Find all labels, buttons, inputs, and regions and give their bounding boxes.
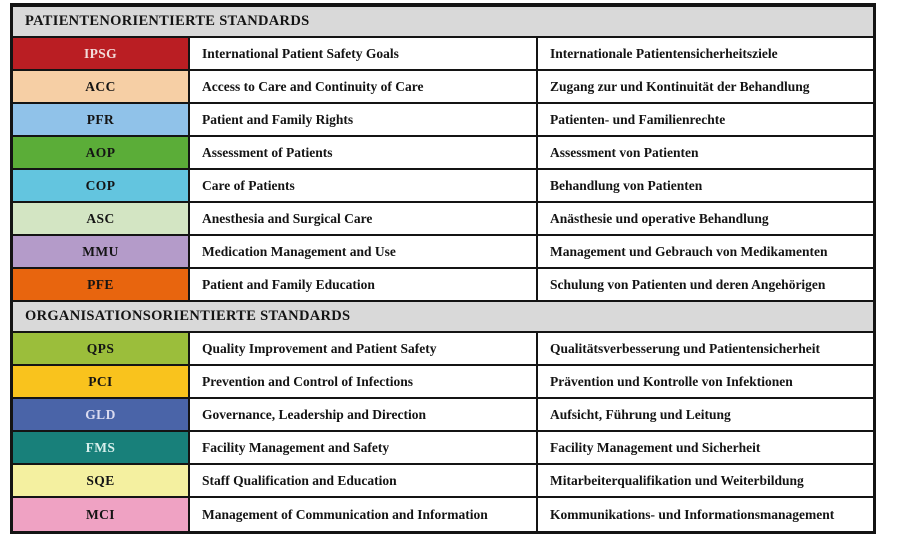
standard-name-de: Behandlung von Patienten: [538, 170, 873, 203]
standard-name-de: Facility Management und Sicherheit: [538, 432, 873, 465]
standard-name-en: Medication Management and Use: [190, 236, 538, 269]
standard-abbr: COP: [13, 170, 190, 203]
standard-name-en: Quality Improvement and Patient Safety: [190, 333, 538, 366]
standard-name-de: Aufsicht, Führung und Leitung: [538, 399, 873, 432]
standard-abbr: MMU: [13, 236, 190, 269]
standard-name-en: Patient and Family Rights: [190, 104, 538, 137]
standard-name-en: Prevention and Control of Infections: [190, 366, 538, 399]
standard-name-en: Facility Management and Safety: [190, 432, 538, 465]
standard-name-de: Assessment von Patienten: [538, 137, 873, 170]
standard-name-en: Anesthesia and Surgical Care: [190, 203, 538, 236]
standard-abbr: GLD: [13, 399, 190, 432]
section-header-organisation-oriented: ORGANISATIONSORIENTIERTE STANDARDS: [13, 302, 873, 333]
standard-abbr: PCI: [13, 366, 190, 399]
standard-name-de: Zugang zur und Kontinuität der Behandlun…: [538, 71, 873, 104]
standard-name-de: Mitarbeiterqualifikation und Weiterbildu…: [538, 465, 873, 498]
standard-abbr: PFR: [13, 104, 190, 137]
standard-name-en: Governance, Leadership and Direction: [190, 399, 538, 432]
standard-name-en: International Patient Safety Goals: [190, 38, 538, 71]
standard-name-en: Access to Care and Continuity of Care: [190, 71, 538, 104]
standard-name-de: Patienten- und Familienrechte: [538, 104, 873, 137]
standard-abbr: FMS: [13, 432, 190, 465]
standard-name-en: Assessment of Patients: [190, 137, 538, 170]
standard-name-de: Prävention und Kontrolle von Infektionen: [538, 366, 873, 399]
standard-name-de: Anästhesie und operative Behandlung: [538, 203, 873, 236]
standard-abbr: PFE: [13, 269, 190, 302]
standard-name-de: Qualitätsverbesserung und Patientensiche…: [538, 333, 873, 366]
standards-table: PATIENTENORIENTIERTE STANDARDS IPSG Inte…: [10, 3, 876, 534]
standard-name-en: Management of Communication and Informat…: [190, 498, 538, 531]
section-header-patient-oriented: PATIENTENORIENTIERTE STANDARDS: [13, 7, 873, 38]
standard-name-de: Kommunikations- und Informationsmanageme…: [550, 506, 835, 522]
standard-abbr: ACC: [13, 71, 190, 104]
standard-abbr: IPSG: [13, 38, 190, 71]
standard-name-en: Patient and Family Education: [190, 269, 538, 302]
standard-abbr: AOP: [13, 137, 190, 170]
standard-abbr: QPS: [13, 333, 190, 366]
standard-name-de: Internationale Patientensicherheitsziele: [538, 38, 873, 71]
standard-abbr: MCI: [13, 498, 190, 531]
standard-abbr: ASC: [13, 203, 190, 236]
standard-name-en: Staff Qualification and Education: [190, 465, 538, 498]
standard-name-de: Management und Gebrauch von Medikamenten: [538, 236, 873, 269]
standard-name-en: Care of Patients: [190, 170, 538, 203]
standard-abbr: SQE: [13, 465, 190, 498]
standard-name-de: Schulung von Patienten und deren Angehör…: [538, 269, 873, 302]
